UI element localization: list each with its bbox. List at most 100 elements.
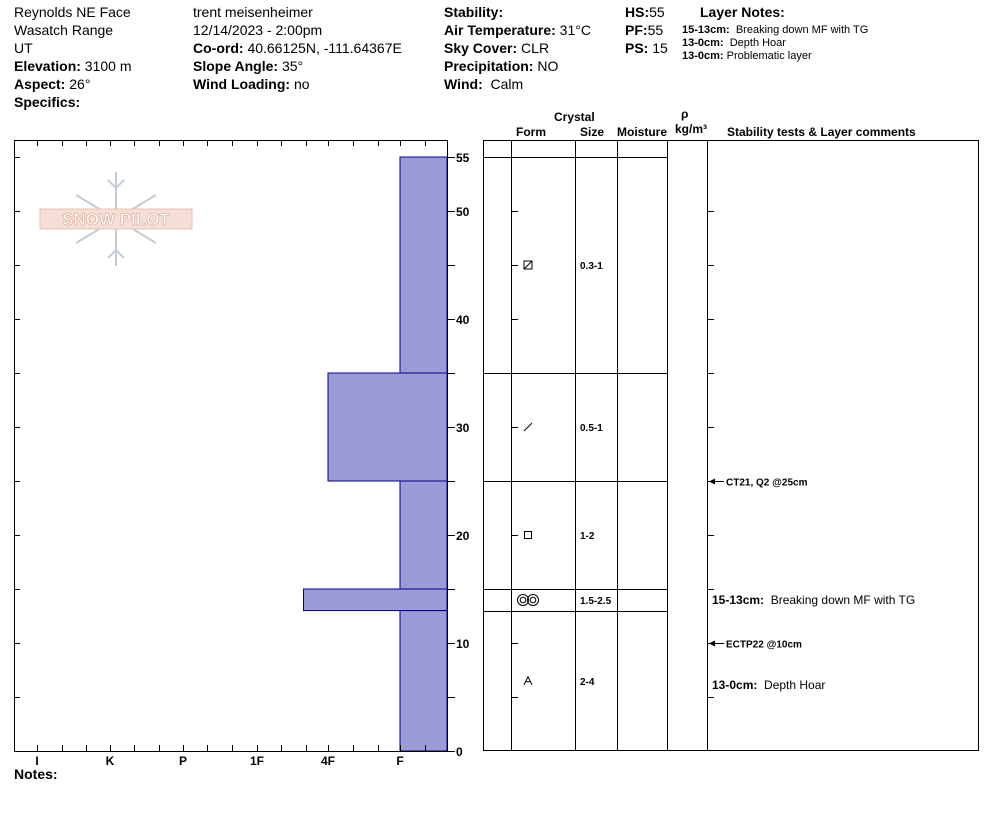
layer-note-text: Problematic layer [726, 50, 812, 62]
hs-value: 55 [649, 4, 665, 20]
density-symbol: ρ [681, 107, 689, 121]
crystal-header: Crystal [554, 110, 595, 124]
ps-label: PS: [625, 40, 649, 56]
layer-note-1: 15-13cm: Breaking down MF with TG [682, 24, 868, 37]
precip-value: NO [537, 58, 559, 74]
pf-label: PF: [625, 22, 648, 38]
pf: PF:55 [625, 21, 663, 39]
crystal-size: 1-2 [580, 531, 595, 542]
hardness-label: F [396, 754, 403, 768]
hardness-label: I [35, 754, 38, 768]
layer-note-2: 13-0cm: Depth Hoar [682, 37, 786, 50]
datetime: 12/14/2023 - 2:00pm [193, 22, 323, 38]
form-header: Form [516, 125, 546, 139]
moisture-header: Moisture [617, 125, 668, 139]
aspect-label: Aspect: [14, 76, 66, 92]
hardness-label: P [179, 754, 187, 768]
air-temp-label: Air Temperature: [444, 22, 556, 38]
slope-label: Slope Angle: [193, 58, 279, 74]
layer-note-range: 15-13cm: [682, 24, 730, 36]
hardness-bar [399, 480, 448, 590]
elevation-label: Elevation: [14, 58, 81, 74]
crystal-size: 0.5-1 [580, 423, 603, 434]
height-tick-label: 30 [456, 421, 470, 435]
height-tick-label: 20 [456, 529, 470, 543]
wind-loading-value: no [293, 76, 310, 92]
observer: trent meisenheimer [193, 4, 313, 20]
elevation: Elevation: 3100 m [14, 57, 132, 75]
hardness-label: 4F [321, 754, 335, 768]
location: Reynolds NE Face [14, 4, 131, 20]
arrow-icon [709, 478, 715, 485]
mountain-range: Wasatch Range [14, 22, 114, 38]
density-unit: kg/m³ [675, 122, 708, 136]
hardness-bar [399, 156, 448, 374]
state: UT [14, 40, 33, 56]
wind-value: Calm [490, 76, 524, 92]
hardness-label: 1F [250, 754, 264, 768]
layer-comment-range: 13-0cm: [712, 678, 757, 692]
hs: HS:55 [625, 3, 665, 21]
layer-comment: 15-13cm: Breaking down MF with TG [712, 593, 915, 607]
snowpilot-logo: SNOW PILOT [39, 172, 193, 266]
height-tick-label: 10 [456, 637, 470, 651]
sky-value: CLR [521, 40, 550, 56]
specifics-label: Specifics: [14, 94, 81, 110]
layer-note-range: 13-0cm: [682, 50, 724, 62]
notes-label: Notes: [14, 766, 58, 782]
comments-header: Stability tests & Layer comments [727, 125, 916, 139]
arrow-icon [709, 640, 715, 647]
hardness-profile [303, 156, 448, 752]
air-temperature: Air Temperature: 31°C [444, 21, 591, 39]
layer-note-range: 13-0cm: [682, 37, 724, 49]
layer-note-text: Depth Hoar [729, 37, 786, 49]
wind-label: Wind: [444, 76, 483, 92]
profile-axes: 0 10 20 30 40 50 55 I K P 1F 4F F [14, 140, 470, 768]
wind-loading: Wind Loading: no [193, 75, 310, 93]
precipitation: Precipitation: NO [444, 57, 558, 75]
wind: Wind: Calm [444, 75, 523, 93]
depth-hoar-icon [523, 675, 533, 686]
hardness-label: K [106, 754, 115, 768]
coord-value: 40.66125N, -111.64367E [247, 40, 402, 56]
hardness-bar [399, 610, 448, 752]
layer-comment: 13-0cm: Depth Hoar [712, 678, 825, 692]
pf-value: 55 [647, 22, 664, 38]
crystal-size: 1.5-2.5 [580, 596, 612, 607]
hardness-bar [303, 588, 448, 612]
crystal-size: 2-4 [580, 677, 595, 688]
stability-test: CT21, Q2 @25cm [726, 478, 808, 489]
stability-label: Stability: [444, 4, 504, 20]
faceted-icon [524, 531, 532, 539]
air-temp-value: 31°C [559, 22, 591, 38]
height-tick-label: 0 [456, 745, 463, 759]
slope-angle: Slope Angle: 35° [193, 57, 303, 75]
wind-loading-label: Wind Loading: [193, 76, 291, 92]
layer-comment-text: Depth Hoar [757, 678, 825, 692]
logo-banner [39, 208, 193, 230]
sky-cover: Sky Cover: CLR [444, 39, 549, 57]
layer-table [483, 140, 979, 751]
coordinates: Co-ord: 40.66125N, -111.64367E [193, 39, 402, 57]
layer-comment-range: 15-13cm: [712, 593, 764, 607]
ps-value: 15 [652, 40, 668, 56]
layer-note-text: Breaking down MF with TG [735, 24, 869, 36]
layer-comment-text: Breaking down MF with TG [764, 593, 915, 607]
crystal-size: 0.3-1 [580, 261, 603, 272]
height-tick-label: 55 [456, 151, 470, 165]
size-header: Size [580, 125, 605, 139]
layer-rows: 0.3-1 0.5-1 1-2 1.5-2.5 2-4 CT21, Q2 @25cm ECT… [483, 157, 915, 698]
slope-value: 35° [281, 58, 304, 74]
sky-label: Sky Cover: [444, 40, 518, 56]
precipitation-particle-icon [523, 422, 533, 432]
logo-text: SNOW PILOT [62, 210, 170, 229]
stability-test: ECTP22 @10cm [726, 640, 802, 651]
layer-notes-title: Layer Notes: [700, 4, 785, 20]
ps: PS: 15 [625, 39, 668, 57]
hs-label: HS: [625, 4, 650, 20]
height-tick-label: 50 [456, 205, 470, 219]
elevation-value: 3100 m [84, 58, 132, 74]
height-tick-label: 40 [456, 313, 470, 327]
decomposing-icon [523, 260, 533, 270]
aspect: Aspect: 26° [14, 75, 90, 93]
